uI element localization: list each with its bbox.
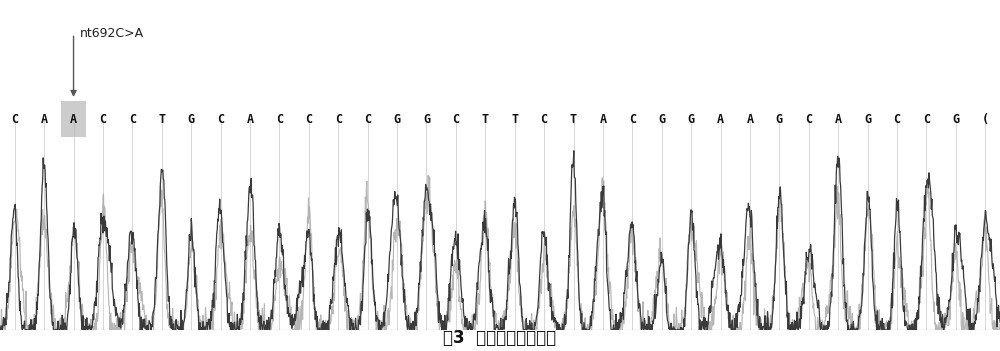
- Text: A: A: [70, 113, 77, 126]
- Text: C: C: [805, 113, 812, 126]
- Text: A: A: [746, 113, 754, 126]
- Text: G: G: [952, 113, 959, 126]
- Text: G: G: [393, 113, 401, 126]
- Text: G: G: [188, 113, 195, 126]
- Text: C: C: [452, 113, 459, 126]
- Text: C: C: [99, 113, 107, 126]
- Text: C: C: [335, 113, 342, 126]
- Text: T: T: [158, 113, 165, 126]
- Text: G: G: [658, 113, 665, 126]
- Text: G: G: [688, 113, 695, 126]
- Text: (: (: [982, 113, 989, 126]
- Text: G: G: [864, 113, 871, 126]
- Text: C: C: [305, 113, 312, 126]
- Text: C: C: [629, 113, 636, 126]
- Text: T: T: [482, 113, 489, 126]
- Text: C: C: [893, 113, 901, 126]
- Text: A: A: [599, 113, 607, 126]
- Text: C: C: [217, 113, 224, 126]
- Text: C: C: [541, 113, 548, 126]
- Text: nt692C>A: nt692C>A: [79, 27, 144, 40]
- Text: A: A: [41, 113, 48, 126]
- Text: A: A: [246, 113, 254, 126]
- Text: 图3  先证者克隆测序图: 图3 先证者克隆测序图: [443, 330, 557, 347]
- Text: A: A: [835, 113, 842, 126]
- Text: C: C: [923, 113, 930, 126]
- Bar: [61, 101, 86, 137]
- Text: T: T: [511, 113, 518, 126]
- Text: C: C: [11, 113, 18, 126]
- Text: A: A: [717, 113, 724, 126]
- Text: C: C: [364, 113, 371, 126]
- Text: G: G: [423, 113, 430, 126]
- Text: C: C: [276, 113, 283, 126]
- Text: G: G: [776, 113, 783, 126]
- Text: C: C: [129, 113, 136, 126]
- Text: T: T: [570, 113, 577, 126]
